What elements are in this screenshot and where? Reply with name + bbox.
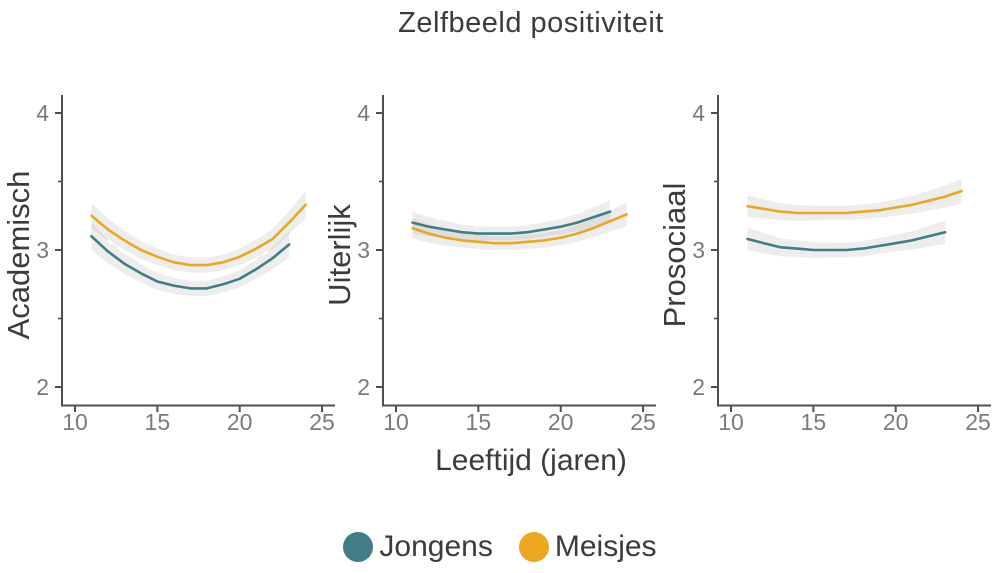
legend-label-meisjes: Meisjes bbox=[554, 530, 657, 563]
chart-title: Zelfbeeld positiviteit bbox=[398, 7, 664, 39]
ci-ribbon-meisjes bbox=[747, 178, 962, 221]
facet-label: Prosociaal bbox=[657, 183, 692, 328]
trend-line-jongens bbox=[746, 230, 947, 252]
trend-line-meisjes bbox=[90, 203, 307, 267]
x-tick-label: 25 bbox=[965, 409, 991, 435]
y-tick-label: 2 bbox=[692, 374, 705, 400]
trend-line-jongens bbox=[411, 210, 612, 235]
trend-line-meisjes bbox=[411, 213, 628, 245]
x-tick-label: 25 bbox=[630, 409, 656, 435]
x-tick-label: 15 bbox=[145, 409, 171, 435]
y-tick-label: 2 bbox=[357, 374, 370, 400]
x-tick-label: 10 bbox=[383, 409, 409, 435]
y-tick-label: 3 bbox=[357, 237, 370, 263]
legend-item-jongens: Jongens bbox=[343, 530, 493, 564]
panel-prosociaal: 2 3 4 10 15 20 25 Prosociaal bbox=[657, 95, 991, 435]
panel-uiterlijk: 2 3 4 10 15 20 25 Uiterlijk bbox=[322, 95, 656, 435]
y-tick-label: 4 bbox=[357, 100, 370, 126]
legend-item-meisjes: Meisjes bbox=[518, 530, 657, 564]
y-tick-label: 2 bbox=[36, 374, 49, 400]
ci-ribbon-meisjes bbox=[412, 202, 627, 250]
legend-dot-jongens bbox=[343, 532, 374, 562]
y-tick-label: 3 bbox=[692, 237, 705, 263]
legend-label-jongens: Jongens bbox=[379, 530, 493, 563]
x-tick-label: 15 bbox=[801, 409, 827, 435]
y-tick-label: 4 bbox=[36, 100, 49, 126]
x-tick-label: 15 bbox=[466, 409, 492, 435]
x-tick-label: 20 bbox=[227, 409, 253, 435]
panel-academisch: 2 3 4 10 15 20 25 Academisch bbox=[1, 95, 335, 435]
x-tick-label: 20 bbox=[883, 409, 909, 435]
facet-label: Academisch bbox=[1, 171, 36, 340]
trend-line-jongens bbox=[90, 235, 291, 290]
x-tick-label: 20 bbox=[548, 409, 574, 435]
legend: Jongens Meisjes bbox=[0, 524, 1000, 570]
trend-line-meisjes bbox=[746, 189, 963, 215]
x-tick-label: 10 bbox=[718, 409, 744, 435]
ribbon-overlap-seam bbox=[107, 239, 274, 278]
ci-ribbon-jongens bbox=[412, 200, 611, 241]
x-tick-label: 10 bbox=[62, 409, 88, 435]
facet-label: Uiterlijk bbox=[322, 204, 357, 306]
x-axis-label: Leeftijd (jaren) bbox=[435, 444, 627, 477]
legend-dot-meisjes bbox=[518, 532, 549, 562]
x-tick-label: 25 bbox=[309, 409, 335, 435]
y-tick-label: 3 bbox=[36, 237, 49, 263]
y-tick-label: 4 bbox=[692, 100, 705, 126]
